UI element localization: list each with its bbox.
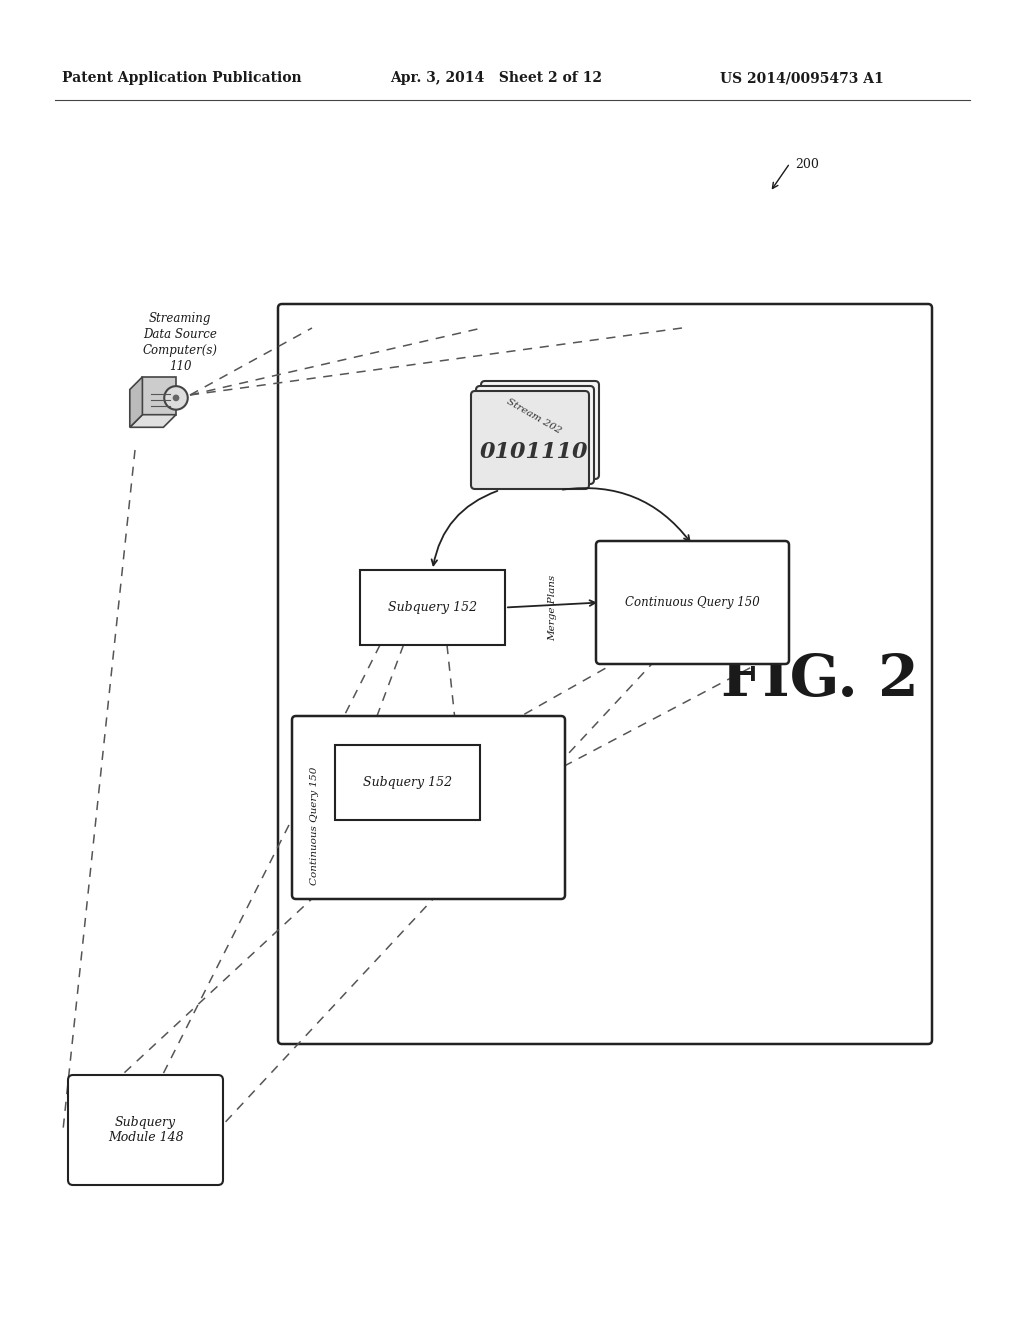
Text: Subquery
Module 148: Subquery Module 148 [108,1115,183,1144]
Text: Continuous Query 150: Continuous Query 150 [310,767,319,884]
Text: Continuous Query 150: Continuous Query 150 [625,597,760,609]
FancyBboxPatch shape [335,744,480,820]
Text: Computer(s): Computer(s) [142,345,217,356]
Polygon shape [130,414,176,428]
Text: 200: 200 [795,158,819,172]
Text: 110: 110 [169,360,191,374]
Text: Subquery 152: Subquery 152 [362,776,452,789]
Text: US 2014/0095473 A1: US 2014/0095473 A1 [720,71,884,84]
Polygon shape [130,378,142,428]
Text: Streaming: Streaming [148,312,211,325]
Text: Data Source: Data Source [143,327,217,341]
FancyBboxPatch shape [292,715,565,899]
Circle shape [173,395,179,401]
FancyBboxPatch shape [278,304,932,1044]
Polygon shape [142,378,176,414]
FancyBboxPatch shape [596,541,790,664]
Text: Merge Plans: Merge Plans [548,574,557,640]
Text: 0101110: 0101110 [480,441,588,463]
FancyBboxPatch shape [476,385,594,484]
Text: Stream 202: Stream 202 [505,396,562,436]
FancyBboxPatch shape [471,391,589,488]
FancyBboxPatch shape [360,570,505,645]
Text: FIG. 2: FIG. 2 [721,652,919,708]
Text: Apr. 3, 2014   Sheet 2 of 12: Apr. 3, 2014 Sheet 2 of 12 [390,71,602,84]
FancyBboxPatch shape [481,381,599,479]
FancyBboxPatch shape [68,1074,223,1185]
Text: Subquery 152: Subquery 152 [388,601,477,614]
Text: Patent Application Publication: Patent Application Publication [62,71,302,84]
Circle shape [164,387,187,409]
